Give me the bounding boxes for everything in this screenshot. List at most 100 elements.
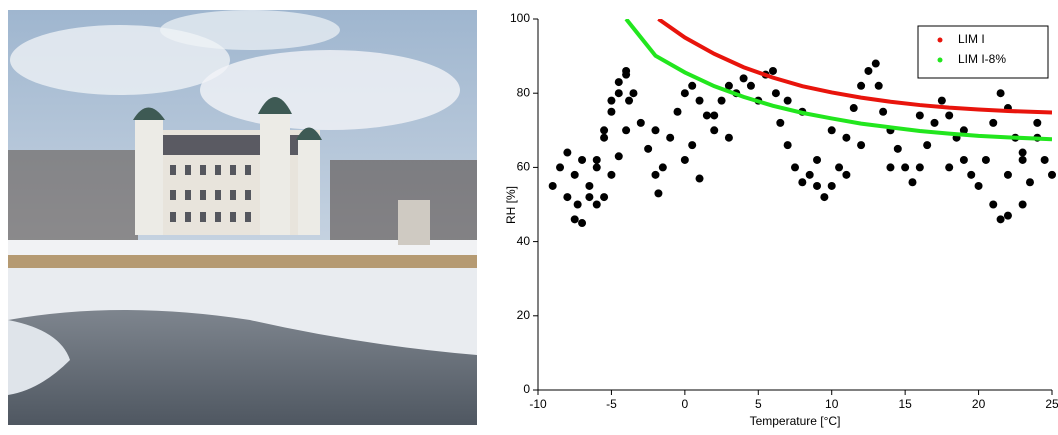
scatter-point: [827, 126, 836, 135]
scatter-point: [1018, 148, 1027, 157]
scatter-point: [556, 163, 565, 172]
x-axis-label: Temperature [°C]: [750, 414, 841, 428]
scatter-point: [835, 163, 844, 172]
scatter-point: [680, 155, 689, 164]
scatter-point: [654, 189, 663, 198]
scatter-point: [695, 96, 704, 105]
scatter-point: [570, 215, 579, 224]
scatter-point: [746, 81, 755, 90]
y-tick-label: 0: [523, 382, 530, 396]
scatter-point: [874, 81, 883, 90]
scatter-point: [805, 170, 814, 179]
scatter-point: [1025, 178, 1034, 187]
y-tick-label: 100: [510, 11, 530, 25]
scatter-point: [996, 89, 1005, 98]
scatter-point: [930, 118, 939, 127]
photo: [8, 10, 477, 425]
scatter-point: [629, 89, 638, 98]
scatter-point: [791, 163, 799, 172]
chart: Temperature [°C] RH [%] -10 -5 0 5 10 15 20 25 0…: [504, 11, 1058, 428]
scatter-point: [771, 89, 780, 98]
scatter-point: [600, 126, 609, 135]
scatter-point: [967, 170, 976, 179]
limit-line: [624, 19, 1052, 142]
x-tick-label: 0: [682, 397, 689, 411]
scatter-point: [768, 66, 777, 75]
scatter-point: [651, 170, 660, 179]
limit-line: [657, 19, 1052, 115]
scatter-point: [959, 155, 968, 164]
scatter-point: [959, 126, 968, 135]
x-tick-label: 10: [825, 397, 839, 411]
scatter-point: [915, 111, 924, 120]
scatter-point: [636, 118, 645, 127]
scatter-point: [842, 170, 851, 179]
scatter-point: [600, 193, 609, 202]
x-tick-label: 25: [1045, 397, 1058, 411]
scatter-point: [1040, 155, 1049, 164]
y-tick-label: 80: [517, 85, 531, 99]
scatter-point: [996, 215, 1005, 224]
legend-label: LIM I: [958, 32, 985, 46]
scatter-point: [820, 193, 829, 202]
scatter-point: [1003, 170, 1012, 179]
x-tick-label: 5: [755, 397, 762, 411]
x-tick-label: 20: [972, 397, 986, 411]
scatter-point: [695, 174, 704, 183]
scatter-point: [578, 219, 587, 228]
scatter-point: [857, 81, 866, 90]
scatter-point: [585, 193, 594, 202]
scatter-point: [625, 96, 634, 105]
scatter-point: [974, 181, 983, 190]
scatter-point: [1003, 211, 1012, 220]
scatter-point: [908, 178, 917, 187]
scatter-point: [592, 200, 601, 209]
scatter-point: [813, 181, 822, 190]
scatter-point: [1018, 200, 1027, 209]
legend-box: [917, 25, 1049, 79]
scatter-point: [644, 144, 653, 153]
y-axis-label: RH [%]: [504, 186, 518, 224]
scatter-point: [937, 96, 946, 105]
scatter-point: [945, 111, 954, 120]
scatter-point: [864, 66, 873, 75]
scatter-point: [592, 155, 601, 164]
scatter-point: [702, 111, 711, 120]
scatter-point: [923, 141, 932, 150]
scatter-point: [710, 111, 719, 120]
scatter-point: [798, 178, 807, 187]
scatter-point: [849, 104, 858, 113]
scatter-point: [989, 200, 998, 209]
x-tick-label: -5: [606, 397, 617, 411]
scatter-point: [607, 96, 616, 105]
scatter-point: [607, 170, 616, 179]
scatter-point: [717, 96, 726, 105]
scatter-point: [724, 133, 733, 142]
x-tick-label: -10: [529, 397, 547, 411]
scatter-point: [739, 74, 748, 83]
scatter-point: [901, 163, 910, 172]
scatter-point: [680, 89, 689, 98]
scatter-point: [842, 133, 851, 142]
y-tick-label: 60: [517, 160, 531, 174]
scatter-point: [813, 155, 822, 164]
scatter-point: [614, 89, 623, 98]
scatter-point: [570, 170, 579, 179]
scatter-point: [886, 163, 895, 172]
scatter-point: [783, 141, 792, 150]
scatter-point: [592, 163, 601, 172]
scatter-point: [673, 107, 682, 116]
scatter-point: [607, 107, 616, 116]
scatter-point: [989, 118, 998, 127]
scatter-point: [1048, 170, 1056, 179]
scatter-point: [585, 181, 594, 190]
scatter-point: [981, 155, 990, 164]
y-tick-label: 20: [517, 308, 531, 322]
scatter-point: [827, 181, 836, 190]
scatter-point: [658, 163, 667, 172]
scatter-point: [563, 193, 572, 202]
scatter-point: [573, 200, 582, 209]
scatter-point: [776, 118, 785, 127]
scatter-point: [915, 163, 924, 172]
